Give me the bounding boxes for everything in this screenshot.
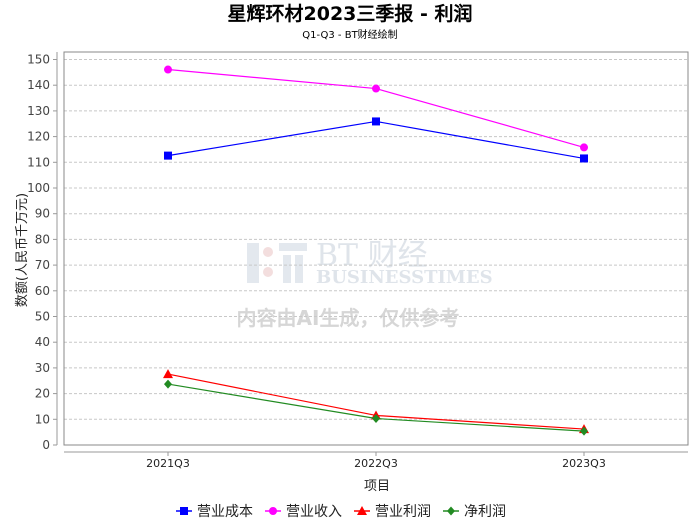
y-tick-label: 100 xyxy=(27,181,50,195)
data-point-circle-icon xyxy=(580,143,588,152)
y-tick-label: 40 xyxy=(35,335,50,349)
watermark-brand-cn: BT 财经 xyxy=(316,238,428,273)
series-line xyxy=(167,68,585,148)
legend-square-icon xyxy=(180,507,188,515)
legend-diamond-icon xyxy=(447,506,455,516)
x-axis: 2021Q3 2022Q3 2023Q3 xyxy=(146,452,606,470)
y-tick-label: 30 xyxy=(35,361,50,375)
y-tick-label: 10 xyxy=(35,412,50,426)
y-axis-title: 数额(人民币千万元) xyxy=(15,193,30,307)
data-point-diamond-icon xyxy=(372,414,380,424)
chart-subtitle: Q1-Q3 - BT财经绘制 xyxy=(302,28,397,41)
y-tick-label: 70 xyxy=(35,258,50,272)
series-circle xyxy=(164,65,588,152)
series-line xyxy=(167,383,585,432)
y-tick-label: 90 xyxy=(35,207,50,221)
watermark-logo-dot xyxy=(263,267,273,277)
x-axis-title: 项目 xyxy=(364,479,390,494)
series-diamond xyxy=(164,379,588,436)
data-point-diamond-icon xyxy=(580,426,588,436)
y-tick-label: 80 xyxy=(35,232,50,246)
watermark-brand-en: BUSINESSTIMES xyxy=(316,267,493,288)
legend-label: 净利润 xyxy=(464,504,506,520)
data-point-square-icon xyxy=(580,154,588,163)
series-group xyxy=(163,65,589,436)
y-tick-label: 130 xyxy=(27,104,50,118)
series-square xyxy=(164,117,588,163)
data-point-square-icon xyxy=(372,117,380,126)
legend-label: 营业成本 xyxy=(197,504,253,520)
y-tick-label: 0 xyxy=(42,438,50,452)
watermark: BT 财经 BUSINESSTIMES 内容由AI生成，仅供参考 xyxy=(237,238,493,330)
y-tick-label: 150 xyxy=(27,53,50,67)
data-point-diamond-icon xyxy=(164,379,172,389)
legend-label: 营业利润 xyxy=(375,504,431,520)
x-tick-label: 2021Q3 xyxy=(146,457,190,470)
watermark-logo-bar xyxy=(247,243,259,283)
series-line xyxy=(167,120,585,160)
legend-label: 营业收入 xyxy=(286,504,342,520)
chart-title: 星辉环材2023三季报 - 利润 xyxy=(228,2,473,25)
legend-triangle-icon xyxy=(357,506,367,515)
y-tick-label: 50 xyxy=(35,310,50,324)
watermark-logo-dot xyxy=(263,247,273,257)
y-tick-label: 120 xyxy=(27,130,50,144)
y-tick-label: 140 xyxy=(27,78,50,92)
x-tick-label: 2022Q3 xyxy=(354,457,398,470)
data-point-triangle-icon xyxy=(163,369,173,379)
series-triangle xyxy=(163,369,589,434)
legend: 营业成本 营业收入 营业利润 净利润 xyxy=(176,504,506,520)
grid-lines xyxy=(64,59,688,420)
y-tick-label: 110 xyxy=(27,155,50,169)
legend-circle-icon xyxy=(269,507,277,515)
y-tick-label: 60 xyxy=(35,284,50,298)
plot-area-border xyxy=(63,51,689,446)
x-tick-label: 2023Q3 xyxy=(562,457,606,470)
data-point-square-icon xyxy=(164,151,172,160)
y-tick-label: 20 xyxy=(35,387,50,401)
watermark-notice: 内容由AI生成，仅供参考 xyxy=(237,306,460,330)
data-point-circle-icon xyxy=(372,84,380,93)
data-point-circle-icon xyxy=(164,65,172,74)
y-axis: 0 10 20 30 40 50 60 70 80 90 100 110 120 130 140 150 xyxy=(27,53,57,452)
